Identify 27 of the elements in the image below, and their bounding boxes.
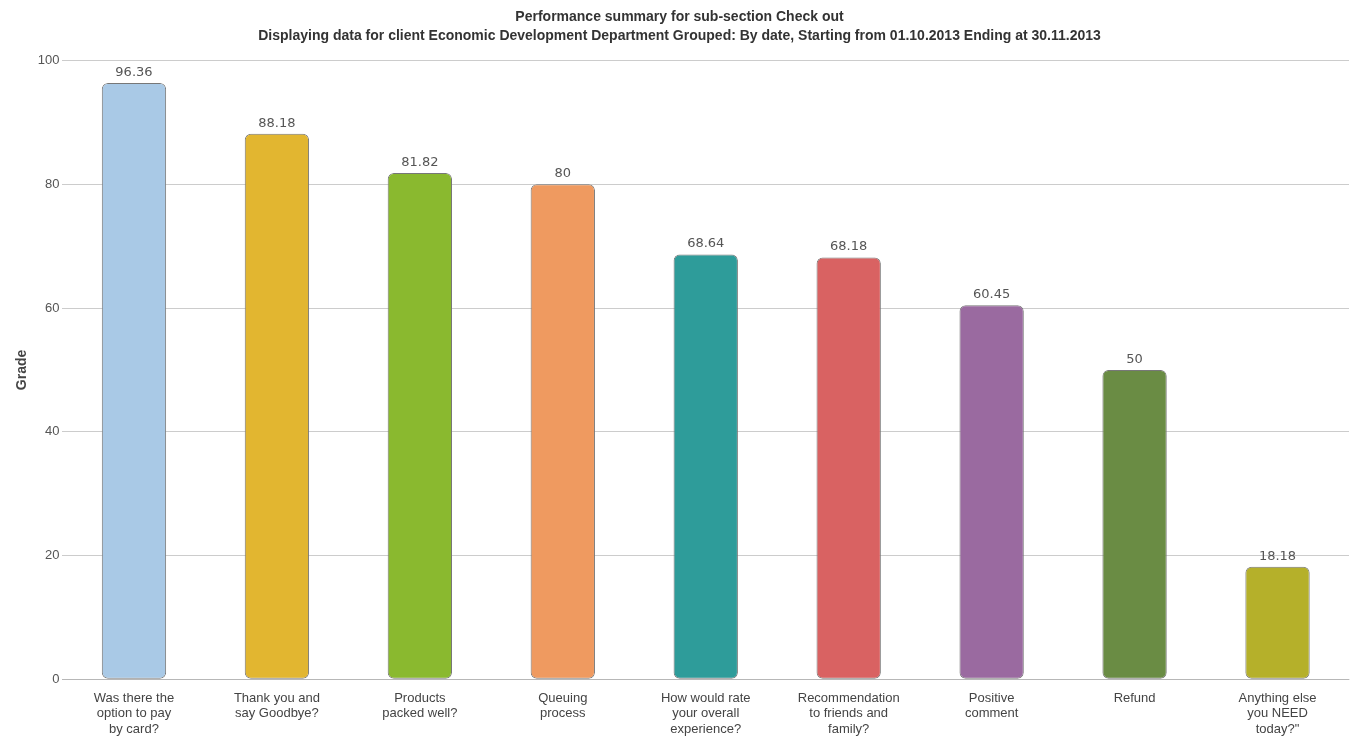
data-label: 60.45 — [973, 286, 1011, 302]
y-tick-label: 100 — [37, 52, 60, 68]
y-tick-label: 20 — [45, 547, 60, 563]
y-tick-label: 80 — [45, 175, 60, 191]
data-label: 96.36 — [115, 63, 153, 79]
x-tick-label: Anything else you NEED today?" — [1238, 689, 1317, 736]
data-label: 50 — [1126, 350, 1143, 366]
x-tick-label: Refund — [1113, 689, 1156, 705]
data-label: 68.18 — [830, 238, 868, 254]
chart-subtitle: Displaying data for client Economic Development Department Grouped: By date, Starting from 01.10.2013 Ending at 30.11.2013 — [258, 27, 1101, 44]
data-label: 88.18 — [258, 114, 296, 130]
y-tick-label: 60 — [45, 299, 60, 315]
data-label: 68.64 — [687, 235, 725, 251]
data-label: 80 — [554, 165, 572, 181]
x-tick-label: Recommendation to friends and family? — [797, 689, 900, 736]
x-tick-label: Positive comment — [964, 689, 1019, 721]
data-label: 18.18 — [1258, 547, 1297, 563]
chart-title: Performance summary for sub-section Check out — [515, 8, 844, 25]
y-tick-label: 0 — [52, 670, 60, 686]
x-tick-label: Queuing process — [538, 689, 588, 721]
x-tick-label: How would rate your overall experience? — [660, 689, 751, 736]
y-axis-title: Grade — [13, 349, 30, 391]
y-tick-label: 40 — [45, 423, 60, 439]
x-tick-label: Thank you and say Goodbye? — [233, 689, 320, 721]
data-label: 81.82 — [401, 153, 439, 169]
x-tick-label: Products packed well? — [382, 689, 458, 721]
x-tick-label: Was there the option to pay by card? — [93, 689, 175, 736]
